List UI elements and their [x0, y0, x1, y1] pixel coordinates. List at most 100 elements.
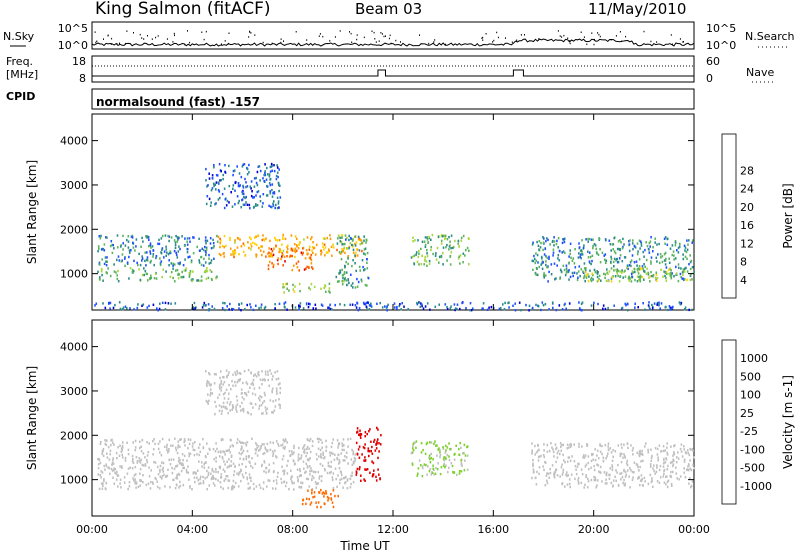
echo-cell [302, 447, 304, 450]
echo-cell [564, 461, 566, 464]
noise-tick-low-left: 10^0 [58, 39, 88, 52]
echo-cell [211, 392, 214, 395]
echo-cell [264, 305, 267, 309]
echo-cell [239, 378, 241, 381]
echo-cell [613, 269, 615, 272]
echo-cell [634, 306, 636, 309]
echo-cell [672, 470, 674, 474]
echo-cell [354, 459, 356, 463]
echo-cell [598, 470, 600, 473]
echo-cell [338, 462, 340, 465]
echo-cell [670, 470, 672, 474]
echo-cell [233, 169, 236, 172]
echo-cell [297, 480, 299, 483]
echo-cell [131, 234, 134, 238]
echo-cell [212, 447, 215, 451]
echo-cell [135, 245, 137, 248]
echo-cell [628, 264, 631, 267]
echo-cell [134, 482, 136, 485]
echo-cell [212, 242, 215, 245]
echo-cell [297, 260, 300, 263]
echo-cell [349, 486, 352, 489]
nsearch-dot [295, 31, 297, 33]
echo-cell [222, 438, 224, 441]
echo-cell [232, 253, 234, 256]
echo-cell [263, 307, 266, 310]
echo-cell [256, 190, 259, 194]
echo-cell [603, 272, 605, 276]
echo-cell [287, 459, 289, 463]
echo-cell [117, 474, 120, 477]
echo-cell [149, 277, 151, 280]
echo-cell [535, 483, 538, 486]
echo-cell [109, 472, 111, 475]
echo-cell [365, 241, 367, 244]
echo-cell [198, 482, 200, 485]
echo-cell [645, 442, 647, 445]
echo-cell [98, 458, 101, 462]
echo-cell [293, 488, 295, 491]
echo-cell [108, 458, 111, 461]
echo-cell [135, 482, 138, 485]
echo-cell [684, 476, 687, 479]
echo-cell [284, 438, 287, 441]
echo-cell [337, 443, 340, 447]
echo-cell [329, 234, 331, 237]
echo-cell [559, 475, 561, 478]
echo-cell [670, 445, 672, 448]
echo-cell [225, 369, 228, 372]
echo-cell [281, 458, 284, 461]
echo-cell [659, 476, 662, 479]
echo-cell [203, 270, 206, 274]
echo-cell [676, 249, 678, 252]
nsearch-dot [224, 40, 226, 42]
echo-cell [643, 263, 645, 266]
echo-cell [325, 449, 327, 452]
echo-cell [463, 469, 466, 472]
echo-cell [270, 247, 273, 251]
echo-cell [119, 444, 121, 447]
echo-cell [555, 242, 558, 246]
colorbar-tick-label: 8 [740, 256, 747, 269]
echo-cell [150, 259, 152, 263]
echo-cell [119, 482, 121, 485]
echo-cell [691, 241, 693, 244]
echo-cell [219, 450, 222, 453]
echo-cell [230, 191, 232, 194]
echo-cell [145, 483, 148, 487]
echo-cell [590, 459, 593, 463]
echo-cell [664, 251, 667, 255]
echo-cell [624, 482, 626, 485]
echo-cell [354, 242, 356, 246]
echo-cell [300, 456, 302, 460]
echo-cell [134, 478, 136, 481]
echo-cell [137, 303, 139, 306]
echo-cell [688, 308, 690, 312]
echo-cell [636, 267, 639, 271]
echo-cell [641, 265, 644, 268]
echo-cell [337, 494, 339, 498]
nsearch-dot [203, 38, 205, 41]
echo-cell [220, 485, 222, 489]
echo-cell [141, 259, 143, 262]
echo-cell [600, 279, 602, 282]
echo-cell [538, 265, 541, 269]
echo-cell [653, 464, 655, 467]
echo-cell [264, 170, 266, 173]
echo-cell [269, 183, 272, 187]
echo-cell [557, 254, 560, 257]
echo-cell [609, 243, 612, 246]
echo-cell [151, 481, 154, 484]
echo-cell [647, 273, 650, 276]
echo-cell [637, 278, 640, 282]
echo-cell [627, 264, 629, 267]
nsearch-dot [133, 32, 134, 34]
echo-cell [117, 280, 120, 283]
echo-cell [292, 288, 295, 291]
echo-cell [304, 471, 306, 474]
nsearch-dot [497, 36, 499, 39]
echo-cell [544, 247, 546, 251]
echo-cell [363, 269, 365, 272]
echo-cell [684, 306, 687, 309]
echo-cell [601, 452, 603, 456]
